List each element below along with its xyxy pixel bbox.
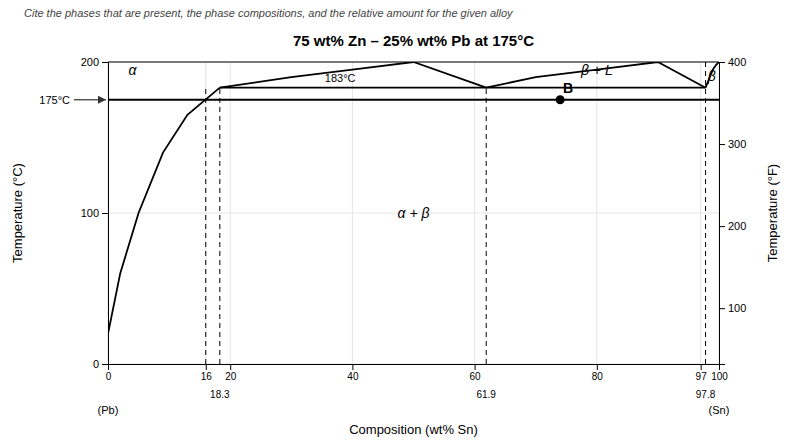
composition-label: 61.9 bbox=[476, 389, 496, 400]
tick: 80 bbox=[592, 364, 604, 382]
tick-mark bbox=[597, 364, 598, 370]
tick-mark bbox=[719, 308, 725, 309]
tick-mark bbox=[701, 364, 702, 370]
point-label: B bbox=[563, 80, 573, 96]
line bbox=[486, 62, 705, 88]
tick-mark bbox=[230, 364, 231, 370]
y2-axis-title: Temperature (°F) bbox=[765, 164, 780, 262]
tick: 200 bbox=[719, 220, 746, 232]
tick-label: 16 bbox=[201, 371, 213, 382]
axis-line bbox=[720, 63, 726, 365]
tick-label: 80 bbox=[592, 371, 604, 382]
chart: 01620406080971000100200100200300400Bαβα … bbox=[0, 0, 791, 444]
tick-label: 0 bbox=[93, 358, 99, 370]
annotation: 183°C bbox=[325, 72, 356, 84]
dashed-line bbox=[486, 88, 487, 364]
tick: 100 bbox=[81, 207, 108, 219]
tick: 0 bbox=[93, 358, 108, 370]
end-label: (Pb) bbox=[98, 404, 119, 416]
tick: 0 bbox=[106, 364, 112, 382]
tick-label: 300 bbox=[728, 138, 746, 150]
line bbox=[108, 99, 719, 101]
tick-mark bbox=[102, 364, 108, 365]
grid bbox=[108, 62, 719, 364]
arrow bbox=[74, 99, 106, 100]
subtitle: Cite the phases that are present, the ph… bbox=[24, 7, 514, 19]
tick-mark bbox=[475, 364, 476, 370]
x-axis: 0 16 20 40 60 80 97100 bbox=[106, 364, 729, 382]
tick-label: 20 bbox=[225, 371, 237, 382]
tick: 200 bbox=[81, 56, 108, 68]
tick-label: 200 bbox=[728, 220, 746, 232]
tick-mark bbox=[102, 213, 108, 214]
tick-label: 60 bbox=[470, 371, 482, 382]
x-axis-title: Composition (wt% Sn) bbox=[349, 422, 478, 437]
region-label: α bbox=[128, 62, 137, 78]
title: 75 wt% Zn – 25% wt% Pb at 175°C bbox=[293, 32, 534, 49]
end-label: (Sn) bbox=[709, 404, 730, 416]
tick-mark bbox=[102, 62, 108, 63]
y-axis: 0 100 200 bbox=[81, 56, 109, 370]
tick: 97 bbox=[696, 364, 708, 382]
arrow-label: 175°C bbox=[39, 94, 70, 106]
tick-label: 97 bbox=[696, 371, 708, 382]
tick-label: 40 bbox=[347, 371, 359, 382]
axis-line bbox=[109, 365, 720, 371]
tick-mark bbox=[719, 62, 725, 63]
tick-mark bbox=[206, 364, 207, 370]
tick-label: 100 bbox=[81, 207, 99, 219]
y2-axis: 100 200 300 400 bbox=[719, 56, 746, 364]
composition-label: 18.3 bbox=[210, 389, 230, 400]
y-axis-title: Temperature (°C) bbox=[10, 163, 25, 263]
tick-label: 200 bbox=[81, 56, 99, 68]
tick: 100 bbox=[711, 364, 728, 382]
line bbox=[220, 62, 486, 88]
tick-mark bbox=[719, 144, 725, 145]
tick-label: 100 bbox=[711, 371, 728, 382]
tick-mark bbox=[352, 364, 353, 370]
dashed-line bbox=[219, 88, 220, 364]
line bbox=[706, 62, 719, 88]
tick-mark bbox=[719, 226, 725, 227]
labels: Bα β α + β β + L 183°C 175°C 18.3 61.9 97.8 (Pb) (… bbox=[39, 62, 729, 416]
plot-area bbox=[108, 62, 719, 364]
composition-label: 97.8 bbox=[696, 389, 716, 400]
tick: 300 bbox=[719, 138, 746, 150]
region-label: α + β bbox=[398, 205, 430, 221]
region-label: β + L bbox=[580, 62, 613, 78]
tick: 20 bbox=[225, 364, 237, 382]
tick: 40 bbox=[347, 364, 359, 382]
tick: 16 bbox=[201, 364, 213, 382]
point bbox=[556, 95, 565, 104]
region-label: β bbox=[707, 68, 716, 84]
dashed-line bbox=[205, 88, 206, 364]
line bbox=[220, 87, 706, 89]
dashed-line bbox=[705, 62, 706, 364]
tick-label: 0 bbox=[106, 371, 112, 382]
axis-line bbox=[102, 63, 109, 365]
tick-label: 400 bbox=[728, 56, 746, 68]
tick: 100 bbox=[719, 302, 746, 314]
tick: 400 bbox=[719, 56, 746, 68]
tick-label: 100 bbox=[728, 302, 746, 314]
line bbox=[108, 88, 220, 334]
tick: 60 bbox=[470, 364, 482, 382]
